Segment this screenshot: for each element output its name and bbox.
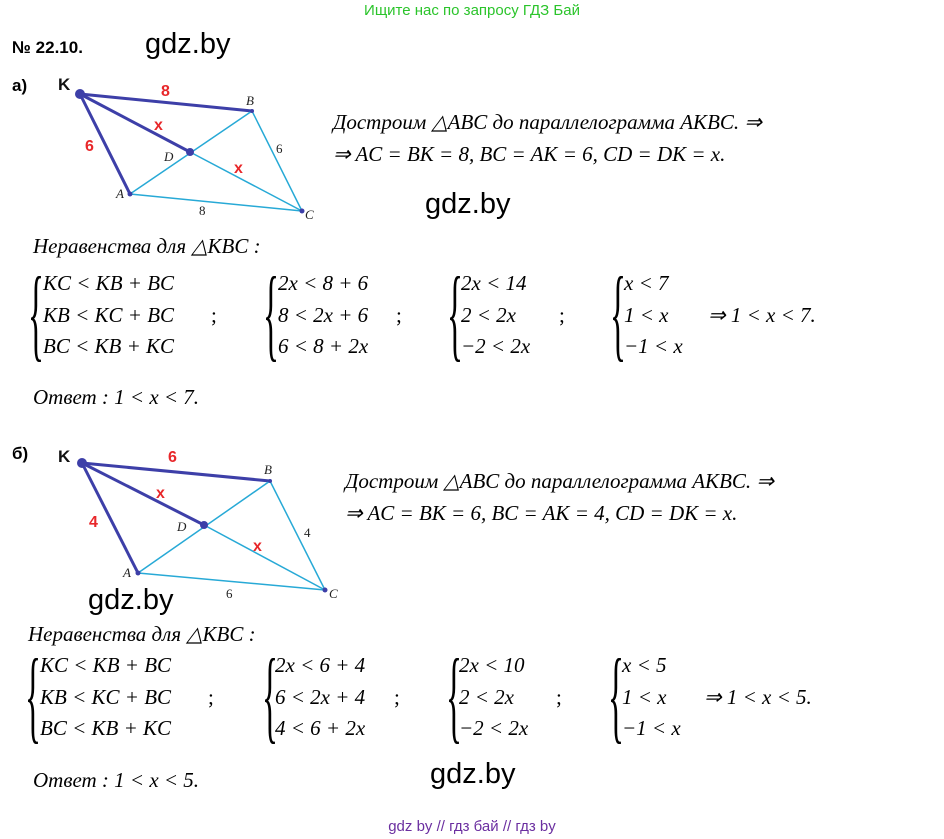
segment-ka — [80, 462, 140, 574]
separator: ; — [394, 685, 400, 709]
watermark: gdz.by — [430, 758, 516, 790]
label-b: B — [246, 93, 254, 108]
point-a — [135, 570, 141, 576]
part-b-system-3: 2x < 10 2 < 2x −2 < 2x — [459, 653, 529, 740]
segment-dc — [203, 524, 326, 591]
part-a-system-3: 2x < 14 2 < 2x −2 < 2x — [461, 271, 531, 358]
label-ka: 4 — [89, 514, 98, 531]
label-kd: x — [154, 117, 163, 134]
top-banner: Ищите нас по запросу ГДЗ Бай — [364, 2, 580, 19]
label-bc: 6 — [276, 141, 283, 156]
watermark: gdz.by — [425, 188, 511, 220]
point-c — [322, 587, 328, 593]
point-k — [77, 458, 87, 468]
part-a-result: ⇒ 1 < x < 7. — [708, 303, 816, 327]
brace: { — [25, 638, 41, 753]
brace: { — [262, 638, 278, 753]
segment-kb — [81, 461, 271, 483]
point-k — [75, 89, 85, 99]
label-dc: x — [253, 538, 262, 555]
part-b-inequalities-title: Неравенства для △KBC : — [28, 622, 256, 646]
part-a-system-1: KC < KB + BC KB < KC + BC BC < KB + KC — [43, 271, 175, 358]
part-a-answer: Ответ : 1 < x < 7. — [33, 385, 200, 409]
label-k: K — [58, 447, 71, 466]
point-d — [200, 521, 208, 529]
label-bc: 4 — [304, 525, 311, 540]
brace: { — [28, 256, 44, 371]
separator: ; — [396, 303, 402, 327]
label-kb: 6 — [168, 449, 177, 466]
point-d — [186, 148, 194, 156]
label-c: C — [329, 586, 338, 601]
separator: ; — [208, 685, 214, 709]
point-a — [127, 191, 133, 197]
part-a-inequalities-title: Неравенства для △KBC : — [33, 234, 261, 258]
segment-bc — [269, 480, 326, 591]
label-c: C — [305, 207, 314, 222]
problem-number: № 22.10. — [12, 38, 83, 57]
segment-bc — [251, 110, 303, 212]
segment-ka — [78, 93, 132, 195]
segment-kd — [81, 461, 205, 527]
part-b-label: б) — [12, 444, 29, 463]
segment-dc — [189, 151, 303, 212]
label-kb: 8 — [161, 83, 170, 100]
label-ka: 6 — [85, 138, 94, 155]
label-dc: x — [234, 160, 243, 177]
brace: { — [447, 256, 463, 371]
segment-kb — [79, 92, 253, 113]
point-b — [268, 479, 272, 483]
label-d: D — [176, 519, 187, 534]
segment-ac — [129, 193, 303, 212]
part-b-answer: Ответ : 1 < x < 5. — [33, 768, 200, 792]
brace: { — [263, 256, 279, 371]
segment-ac — [137, 572, 326, 591]
part-a-construction-2: ⇒ AC = BK = 8, BC = AK = 6, CD = DK = x. — [333, 142, 726, 166]
part-a-construction-1: Достроим △ABC до параллелограмма AKBC. ⇒ — [333, 110, 762, 134]
label-d: D — [163, 149, 174, 164]
footer: gdz by // гдз бай // гдз by — [388, 818, 556, 835]
part-b-lines — [80, 461, 326, 591]
point-c — [299, 208, 305, 214]
separator: ; — [556, 685, 562, 709]
part-b-result: ⇒ 1 < x < 5. — [704, 685, 812, 709]
label-ac: 6 — [226, 586, 233, 601]
label-ac: 8 — [199, 203, 206, 218]
brace: { — [608, 638, 624, 753]
label-b: B — [264, 462, 272, 477]
label-kd: x — [156, 485, 165, 502]
label-a: A — [122, 565, 131, 580]
part-a-label: а) — [12, 76, 28, 95]
separator: ; — [211, 303, 217, 327]
part-b-construction-1: Достроим △ABC до параллелограмма AKBC. ⇒ — [345, 469, 774, 493]
segment-kd — [79, 92, 191, 154]
label-k: K — [58, 75, 71, 94]
part-b-construction-2: ⇒ AC = BK = 6, BC = AK = 4, CD = DK = x. — [345, 501, 738, 525]
watermark: gdz.by — [145, 28, 231, 60]
label-a: A — [115, 186, 124, 201]
part-b-system-1: KC < KB + BC KB < KC + BC BC < KB + KC — [40, 653, 172, 740]
brace: { — [610, 256, 626, 371]
watermark: gdz.by — [88, 584, 174, 616]
brace: { — [446, 638, 462, 753]
point-b — [250, 109, 254, 113]
separator: ; — [559, 303, 565, 327]
